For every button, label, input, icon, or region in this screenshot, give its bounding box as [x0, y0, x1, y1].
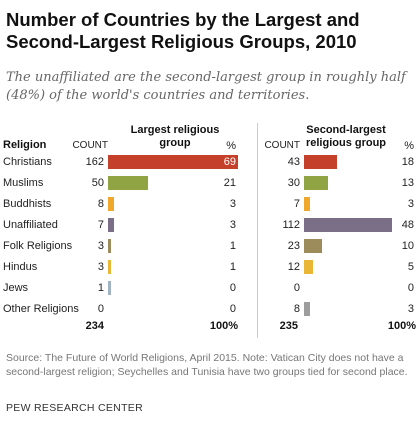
count-largest-folk-religions: 3	[97, 240, 104, 252]
row-label-other-religions: Other Religions	[3, 303, 79, 315]
source-note: Source: The Future of World Religions, A…	[6, 352, 408, 378]
total-count-largest: 234	[85, 320, 104, 332]
pct-second-buddhists: 3	[407, 198, 414, 210]
count-second-unaffiliated: 112	[282, 219, 300, 231]
largest-group-header: Largest religious group	[130, 124, 220, 149]
row-label-unaffiliated: Unaffiliated	[3, 219, 58, 231]
bar-second-other-religions	[304, 302, 310, 316]
pct-header-largest: %	[226, 140, 236, 152]
count-second-folk-religions: 23	[287, 240, 300, 252]
pct-largest-muslims: 21	[223, 177, 236, 189]
total-pct-largest: 100%	[209, 320, 238, 332]
religion-header: Religion	[3, 139, 47, 151]
count-second-jews: 0	[293, 282, 300, 294]
chart-title: Number of Countries by the Largest and S…	[6, 9, 360, 52]
bar-largest-christians	[108, 155, 238, 169]
pct-largest-folk-religions: 1	[229, 240, 236, 252]
bar-second-unaffiliated	[304, 218, 392, 232]
bar-largest-buddhists	[108, 197, 114, 211]
total-count-second: 235	[279, 320, 298, 332]
count-largest-unaffiliated: 7	[97, 219, 104, 231]
count-header-largest: COUNT	[72, 140, 108, 151]
pct-header-second: %	[404, 140, 414, 152]
count-second-other-religions: 8	[293, 303, 300, 315]
count-largest-hindus: 3	[97, 261, 104, 273]
pct-second-unaffiliated: 48	[401, 219, 414, 231]
bar-largest-unaffiliated	[108, 218, 114, 232]
row-label-folk-religions: Folk Religions	[3, 240, 73, 252]
pct-second-hindus: 5	[407, 261, 414, 273]
count-second-hindus: 12	[287, 261, 300, 273]
bar-largest-folk-religions	[108, 239, 111, 253]
pct-second-other-religions: 3	[407, 303, 414, 315]
bar-largest-jews	[108, 281, 111, 295]
count-second-muslims: 30	[287, 177, 300, 189]
bar-second-buddhists	[304, 197, 310, 211]
row-label-muslims: Muslims	[3, 177, 44, 189]
row-label-christians: Christians	[3, 156, 52, 168]
bar-second-folk-religions	[304, 239, 323, 253]
bar-second-christians	[304, 155, 337, 169]
row-label-buddhists: Buddhists	[3, 198, 52, 210]
bar-second-muslims	[304, 176, 328, 190]
pct-second-jews: 0	[407, 282, 414, 294]
bar-second-hindus	[304, 260, 314, 274]
count-second-christians: 43	[287, 156, 300, 168]
bar-largest-muslims	[108, 176, 148, 190]
chart-subtitle: The unaffiliated are the second-largest …	[6, 70, 406, 103]
pct-largest-other-religions: 0	[229, 303, 236, 315]
count-largest-christians: 162	[85, 156, 104, 168]
second-group-header: Second-largest religious group	[305, 124, 387, 149]
brand-label: PEW RESEARCH CENTER	[6, 402, 143, 414]
pct-largest-christians: 69	[223, 156, 236, 168]
count-header-second: COUNT	[264, 140, 300, 151]
pct-second-folk-religions: 10	[401, 240, 414, 252]
pct-largest-buddhists: 3	[229, 198, 236, 210]
pct-largest-unaffiliated: 3	[229, 219, 236, 231]
pct-second-christians: 18	[401, 156, 414, 168]
count-largest-muslims: 50	[91, 177, 104, 189]
pct-largest-hindus: 1	[229, 261, 236, 273]
total-pct-second: 100%	[387, 320, 416, 332]
count-second-buddhists: 7	[293, 198, 300, 210]
pct-second-muslims: 13	[401, 177, 414, 189]
bar-largest-hindus	[108, 260, 111, 274]
count-largest-buddhists: 8	[97, 198, 104, 210]
count-largest-other-religions: 0	[97, 303, 104, 315]
row-label-hindus: Hindus	[3, 261, 38, 273]
row-label-jews: Jews	[3, 282, 29, 294]
section-divider	[257, 123, 258, 338]
pct-largest-jews: 0	[229, 282, 236, 294]
count-largest-jews: 1	[97, 282, 104, 294]
